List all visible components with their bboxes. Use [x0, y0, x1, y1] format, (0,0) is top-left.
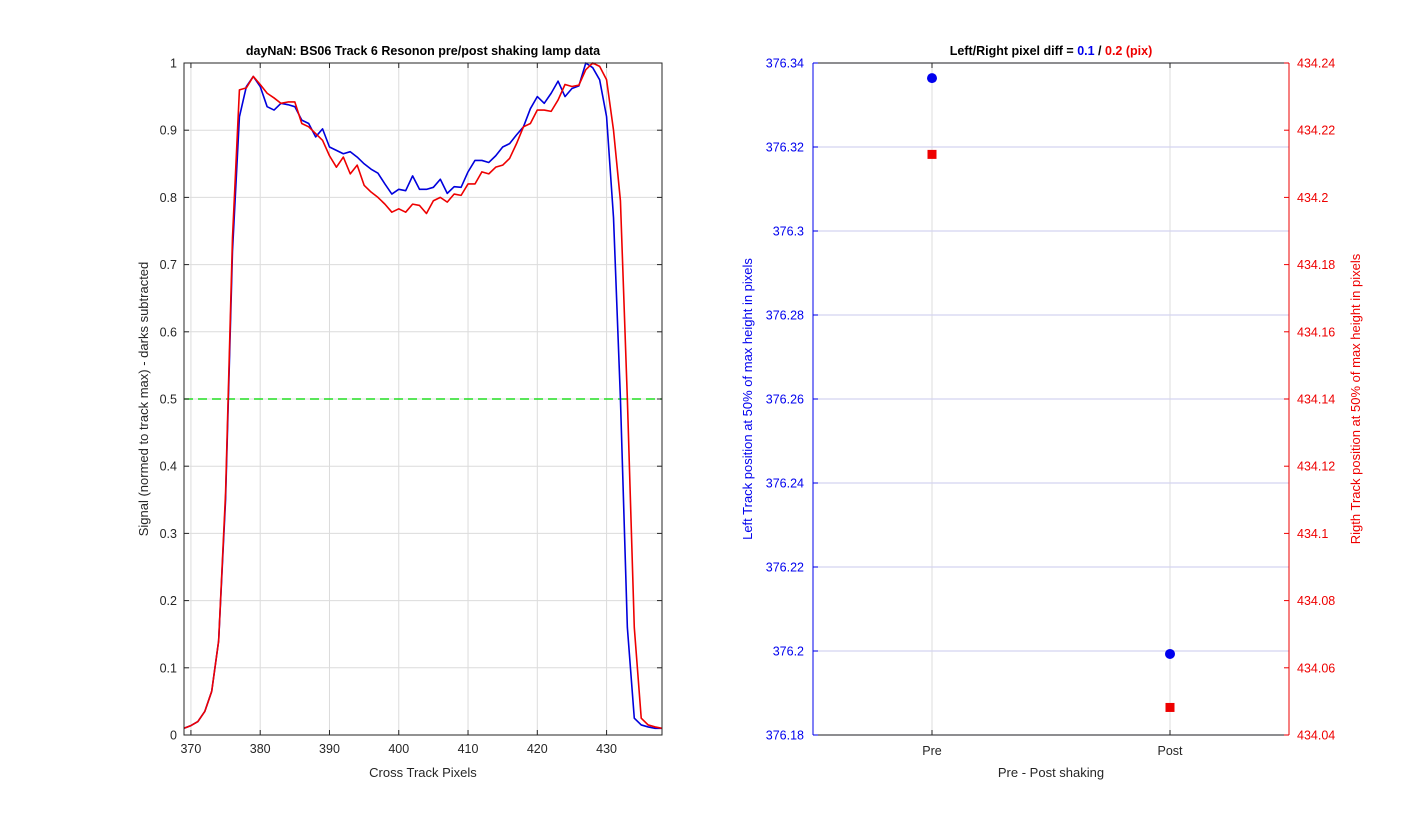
left-axis-tick-label: 376.22: [766, 561, 804, 575]
title-right-value: 0.2 (pix): [1105, 44, 1152, 58]
left-axis-tick-label: 376.24: [766, 477, 804, 491]
right-right-y-axis-label: Rigth Track position at 50% of max heigh…: [1348, 253, 1363, 544]
left-x-tick-label: 380: [250, 742, 271, 756]
left-x-tick-label: 400: [388, 742, 409, 756]
left-series-group: [183, 62, 663, 730]
left-y-tick-label: 0.6: [160, 325, 177, 339]
left-chart-title: dayNaN: BS06 Track 6 Resonon pre/post sh…: [246, 44, 601, 58]
left-y-tick-label: 0.3: [160, 527, 177, 541]
right-axis-tick-label: 434.22: [1297, 124, 1335, 138]
signal-series-line-2: [183, 62, 663, 730]
left-y-tick-label: 0.8: [160, 191, 177, 205]
left-y-tick-label: 0.1: [160, 661, 177, 675]
left-track-point-pre: [927, 73, 937, 84]
left-axis-tick-label: 376.18: [766, 729, 804, 743]
left-x-tick-label: 370: [180, 742, 201, 756]
right-left-y-ticks: 376.18 376.2 376.22 376.24 376.26 376.28 376.3…: [766, 57, 818, 743]
left-y-ticks: 0 0.1 0.2 0.3 0.4 0.5 0.6 0.7 0.8 0.9 1: [160, 57, 662, 743]
right-axis-tick-label: 434.06: [1297, 661, 1335, 675]
right-axis-tick-label: 434.2: [1297, 191, 1328, 205]
right-axis-tick-label: 434.18: [1297, 258, 1335, 272]
left-y-tick-label: 0.5: [160, 393, 177, 407]
left-x-tick-label: 420: [527, 742, 548, 756]
left-y-tick-label: 0.2: [160, 594, 177, 608]
right-chart-title: Left/Right pixel diff = 0.1 / 0.2 (pix): [950, 44, 1153, 58]
left-x-tick-label: 410: [458, 742, 479, 756]
right-x-tick-label-pre: Pre: [922, 744, 942, 758]
left-axis-tick-label: 376.34: [766, 57, 804, 71]
left-x-axis-label: Cross Track Pixels: [369, 765, 477, 780]
title-left-value: 0.1: [1077, 44, 1094, 58]
title-prefix: Left/Right pixel diff =: [950, 44, 1077, 58]
left-y-tick-label: 0: [170, 729, 177, 743]
signal-series-line-1: [183, 62, 662, 730]
right-x-tick-label-post: Post: [1157, 744, 1183, 758]
left-track-point-post: [1165, 648, 1175, 659]
right-x-ticks: Pre Post: [922, 63, 1183, 758]
left-axis-tick-label: 376.26: [766, 393, 804, 407]
left-x-tick-label: 430: [596, 742, 617, 756]
right-axis-tick-label: 434.1: [1297, 527, 1328, 541]
right-axis-tick-label: 434.16: [1297, 325, 1335, 339]
right-axis-tick-label: 434.08: [1297, 594, 1335, 608]
left-y-tick-label: 0.7: [160, 258, 177, 272]
right-points-group: [927, 73, 1175, 712]
right-axis-tick-label: 434.24: [1297, 57, 1335, 71]
left-axis-tick-label: 376.32: [766, 141, 804, 155]
right-x-axis-label: Pre - Post shaking: [998, 765, 1104, 780]
title-separator: /: [1095, 44, 1105, 58]
signal-profile-chart: 370 380 390 400 410 420 430 0 0.1 0.2 0.3 0.4 0.5 0.…: [136, 44, 663, 780]
right-axis-tick-label: 434.14: [1297, 393, 1335, 407]
right-track-point-pre: [927, 149, 937, 159]
right-track-point-post: [1165, 702, 1175, 712]
right-axis-tick-label: 434.04: [1297, 729, 1335, 743]
right-axis-tick-label: 434.12: [1297, 460, 1335, 474]
right-right-y-ticks: 434.04 434.06 434.08 434.1 434.12 434.14 434.1…: [1284, 57, 1335, 743]
left-y-tick-label: 0.4: [160, 460, 177, 474]
left-x-tick-label: 390: [319, 742, 340, 756]
left-axis-tick-label: 376.2: [773, 645, 804, 659]
left-y-tick-label: 1: [170, 57, 177, 71]
left-y-tick-label: 0.9: [160, 124, 177, 138]
left-axis-tick-label: 376.3: [773, 225, 804, 239]
left-y-axis-label: Signal (normed to track max) - darks sub…: [136, 262, 151, 537]
right-left-y-axis-label: Left Track position at 50% of max height…: [740, 258, 755, 540]
left-axis-tick-label: 376.28: [766, 309, 804, 323]
left-x-ticks: 370 380 390 400 410 420 430: [180, 63, 617, 756]
pre-post-position-chart: Pre Post 376.18376.2376.22376.24376.26376…: [740, 44, 1363, 780]
